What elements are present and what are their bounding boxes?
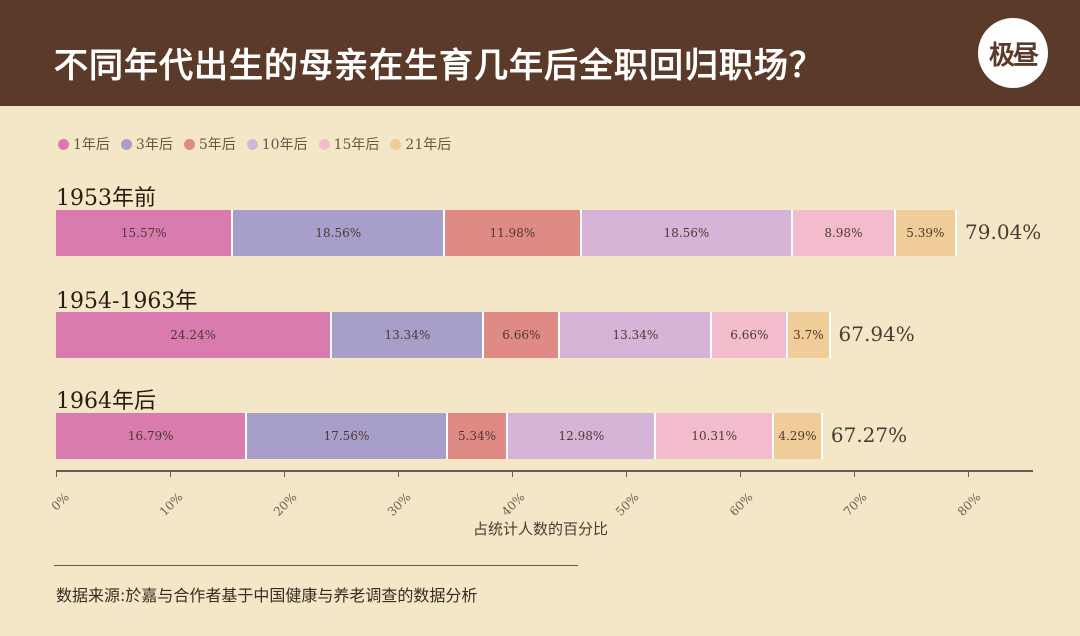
bar-value-label: 15.57% [120, 226, 167, 240]
bar-total-label: 67.94% [838, 322, 915, 346]
legend-item: 5年后 [183, 134, 236, 154]
category-label: 1964年后 [56, 389, 156, 414]
x-tick-mark [284, 470, 285, 477]
x-tick-mark [854, 470, 855, 477]
x-tick-mark [968, 470, 969, 477]
bar-segment: 16.79% [56, 413, 248, 459]
chart-title: 不同年代出生的母亲在生育几年后全职回归职场？ [54, 46, 824, 86]
x-tick-label: 30% [384, 490, 414, 519]
category-label: 1953年前 [56, 186, 156, 211]
bar-value-label: 12.98% [558, 429, 605, 443]
bar-segment: 13.34% [560, 312, 713, 358]
x-tick-mark [56, 470, 57, 477]
legend-swatch [183, 138, 195, 150]
legend-item: 3年后 [120, 134, 173, 154]
logo-text: 极昼 [988, 40, 1039, 71]
bar-value-label: 18.56% [663, 226, 710, 240]
bar-value-label: 5.39% [906, 226, 945, 240]
bar-segment: 6.66% [712, 312, 789, 358]
bar-value-label: 13.34% [612, 328, 659, 342]
bar-segment: 15.57% [56, 210, 234, 256]
x-tick-label: 40% [498, 490, 528, 519]
x-tick-label: 80% [954, 490, 984, 519]
bar-value-label: 10.31% [691, 429, 738, 443]
bar-segment: 17.56% [247, 413, 448, 459]
bar-segment: 24.24% [56, 312, 333, 358]
bar-value-label: 6.66% [502, 328, 541, 342]
legend-swatch [246, 138, 258, 150]
bar-value-label: 13.34% [384, 328, 431, 342]
x-tick-label: 50% [612, 490, 642, 519]
bar-segment: 18.56% [233, 210, 446, 256]
legend-label: 15年后 [333, 137, 380, 153]
bar-segment: 5.34% [447, 413, 509, 459]
legend-item: 10年后 [246, 134, 308, 154]
legend-label: 1年后 [73, 137, 110, 153]
bar-total-label: 67.27% [830, 423, 908, 447]
legend-swatch [58, 138, 69, 150]
bar-value-label: 6.66% [730, 328, 769, 342]
bar-segment: 11.98% [445, 210, 582, 256]
legend-label: 5年后 [198, 137, 236, 153]
bar-value-label: 5.34% [457, 429, 497, 443]
header-banner: 不同年代出生的母亲在生育几年后全职回归职场？ 极昼 [0, 0, 1080, 106]
legend-label: 21年后 [405, 137, 452, 153]
x-tick-mark [626, 470, 627, 477]
chart-legend: 1年后 3年后 5年后 10年后 15年后 21年后 [58, 134, 462, 154]
bar-value-label: 3.7% [793, 328, 824, 342]
bar-segment: 10.31% [656, 413, 774, 459]
x-tick-label: 60% [726, 490, 756, 519]
legend-item: 21年后 [390, 134, 451, 154]
bar-value-label: 11.98% [489, 226, 536, 240]
logo-badge: 极昼 [978, 18, 1048, 88]
bar-segment: 12.98% [508, 413, 657, 459]
data-source-note: 数据来源:於嘉与合作者基于中国健康与养老调查的数据分析 [56, 586, 478, 605]
bar-segment: 4.29% [773, 413, 823, 459]
bar-segment: 18.56% [581, 210, 794, 256]
x-tick-mark [512, 470, 513, 477]
x-tick-mark [170, 470, 171, 477]
bar-segment: 6.66% [484, 312, 561, 358]
legend-label: 3年后 [135, 137, 173, 153]
x-axis-line [56, 470, 1033, 472]
footer-divider [54, 565, 578, 566]
bar-value-label: 8.98% [824, 226, 863, 240]
bar-value-label: 18.56% [315, 226, 362, 240]
legend-swatch [390, 138, 402, 150]
bar-value-label: 17.56% [323, 429, 370, 443]
x-tick-mark [398, 470, 399, 477]
bar-value-label: 24.24% [170, 328, 217, 342]
legend-swatch [318, 138, 330, 150]
bar-segment: 5.39% [895, 210, 958, 256]
bar-segment: 13.34% [332, 312, 485, 358]
x-axis-label: 占统计人数的百分比 [473, 520, 609, 538]
category-label: 1954-1963年 [56, 289, 198, 314]
legend-item: 15年后 [318, 134, 380, 154]
x-tick-label: 0% [48, 490, 72, 514]
bar-total-label: 79.04% [965, 220, 1042, 244]
legend-item: 1年后 [58, 134, 110, 154]
legend-label: 10年后 [261, 137, 308, 153]
x-tick-label: 20% [270, 490, 300, 519]
bar-segment: 3.7% [788, 312, 831, 358]
bar-value-label: 4.29% [778, 429, 817, 443]
bar-segment: 8.98% [793, 210, 896, 256]
x-tick-label: 10% [156, 490, 186, 519]
legend-swatch [120, 138, 132, 150]
bar-value-label: 16.79% [127, 429, 174, 443]
x-tick-mark [740, 470, 741, 477]
x-tick-label: 70% [840, 490, 870, 519]
